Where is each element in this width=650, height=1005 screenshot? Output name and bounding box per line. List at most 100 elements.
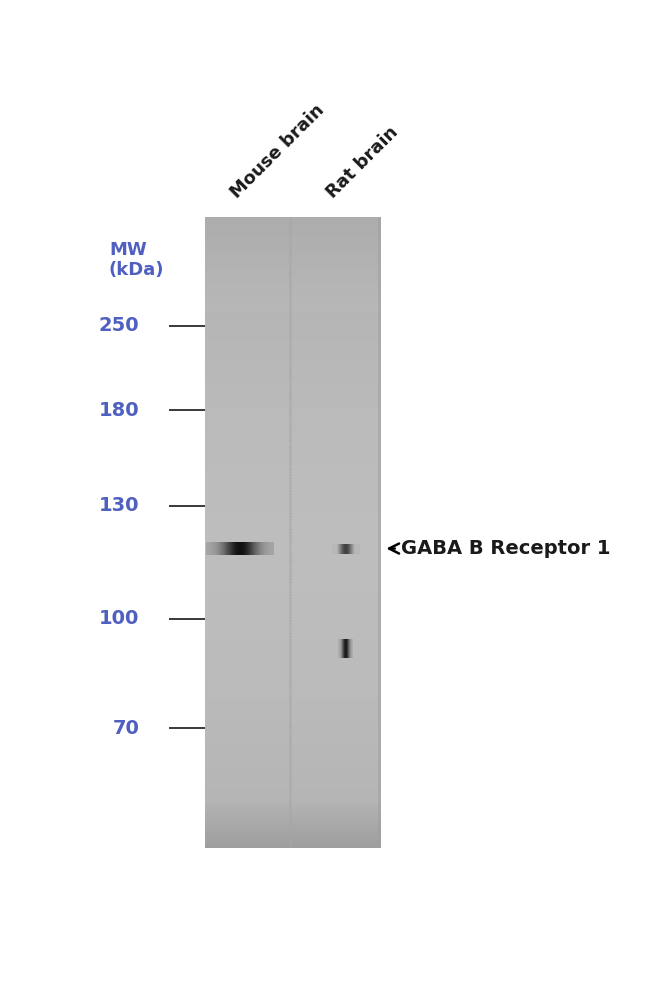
Bar — [205, 334, 381, 337]
Bar — [289, 816, 292, 820]
Bar — [205, 251, 381, 255]
Bar — [289, 396, 292, 400]
Bar — [289, 468, 292, 472]
Bar — [289, 535, 292, 539]
Bar — [205, 330, 381, 334]
Bar — [205, 567, 381, 571]
Bar — [205, 431, 381, 435]
Bar — [289, 611, 292, 615]
Bar — [205, 844, 381, 848]
Bar — [289, 447, 292, 450]
Bar — [205, 667, 381, 671]
Bar — [289, 809, 292, 813]
Bar — [205, 232, 381, 236]
Bar — [205, 403, 381, 407]
Bar — [289, 617, 292, 621]
Bar — [289, 387, 292, 391]
Bar — [205, 614, 381, 618]
Bar — [289, 579, 292, 583]
Bar — [289, 614, 292, 618]
Bar — [289, 725, 292, 729]
Text: 130: 130 — [99, 496, 139, 516]
Bar — [289, 371, 292, 375]
Bar — [289, 494, 292, 498]
Bar — [205, 651, 381, 655]
Bar — [205, 327, 381, 331]
Bar — [205, 472, 381, 476]
Bar — [205, 421, 381, 425]
Bar — [289, 737, 292, 741]
Bar — [205, 695, 381, 699]
Text: Mouse brain: Mouse brain — [227, 102, 328, 202]
Bar — [205, 828, 381, 832]
Bar — [205, 484, 381, 488]
Bar — [205, 722, 381, 725]
Bar — [205, 756, 381, 760]
Bar — [205, 337, 381, 341]
Bar — [205, 775, 381, 779]
Bar — [205, 529, 381, 533]
Bar — [205, 762, 381, 766]
Bar — [289, 560, 292, 564]
Bar — [289, 510, 292, 514]
Bar — [205, 570, 381, 574]
Bar — [289, 567, 292, 571]
Bar — [289, 220, 292, 224]
Bar — [289, 592, 292, 596]
Bar — [205, 390, 381, 394]
Bar — [289, 626, 292, 630]
Bar — [289, 753, 292, 757]
Bar — [289, 507, 292, 511]
Bar — [289, 633, 292, 637]
Bar — [205, 352, 381, 356]
Bar — [205, 490, 381, 494]
Bar — [289, 759, 292, 763]
Bar — [289, 403, 292, 407]
Bar — [205, 648, 381, 652]
Bar — [205, 677, 381, 680]
Bar — [289, 683, 292, 687]
Bar — [289, 374, 292, 378]
Bar — [205, 586, 381, 590]
Bar — [205, 456, 381, 460]
Bar — [289, 570, 292, 574]
Bar — [205, 661, 381, 665]
Bar — [205, 598, 381, 602]
Bar — [205, 532, 381, 536]
Bar — [205, 686, 381, 690]
Bar — [289, 251, 292, 255]
Bar — [205, 359, 381, 363]
Bar — [289, 324, 292, 328]
Bar — [289, 302, 292, 306]
Bar — [205, 220, 381, 224]
Bar — [289, 286, 292, 289]
Text: 250: 250 — [99, 317, 139, 336]
Bar — [289, 564, 292, 568]
Bar — [289, 223, 292, 227]
Bar — [205, 816, 381, 820]
Bar — [289, 545, 292, 549]
Bar — [289, 743, 292, 747]
Bar — [205, 368, 381, 372]
Bar — [289, 406, 292, 410]
Bar — [205, 709, 381, 713]
Bar — [289, 298, 292, 303]
Bar — [289, 365, 292, 369]
Bar — [289, 542, 292, 546]
Bar — [205, 459, 381, 463]
Bar — [289, 450, 292, 454]
Bar — [289, 623, 292, 627]
Bar — [205, 747, 381, 751]
Bar — [289, 337, 292, 341]
Bar — [289, 718, 292, 722]
Bar — [205, 554, 381, 558]
Bar — [289, 334, 292, 337]
Bar — [205, 279, 381, 283]
Bar — [205, 813, 381, 816]
Bar — [289, 273, 292, 277]
Bar — [289, 787, 292, 791]
Bar — [289, 399, 292, 403]
Bar — [205, 346, 381, 350]
Bar — [205, 270, 381, 274]
Bar — [205, 784, 381, 788]
